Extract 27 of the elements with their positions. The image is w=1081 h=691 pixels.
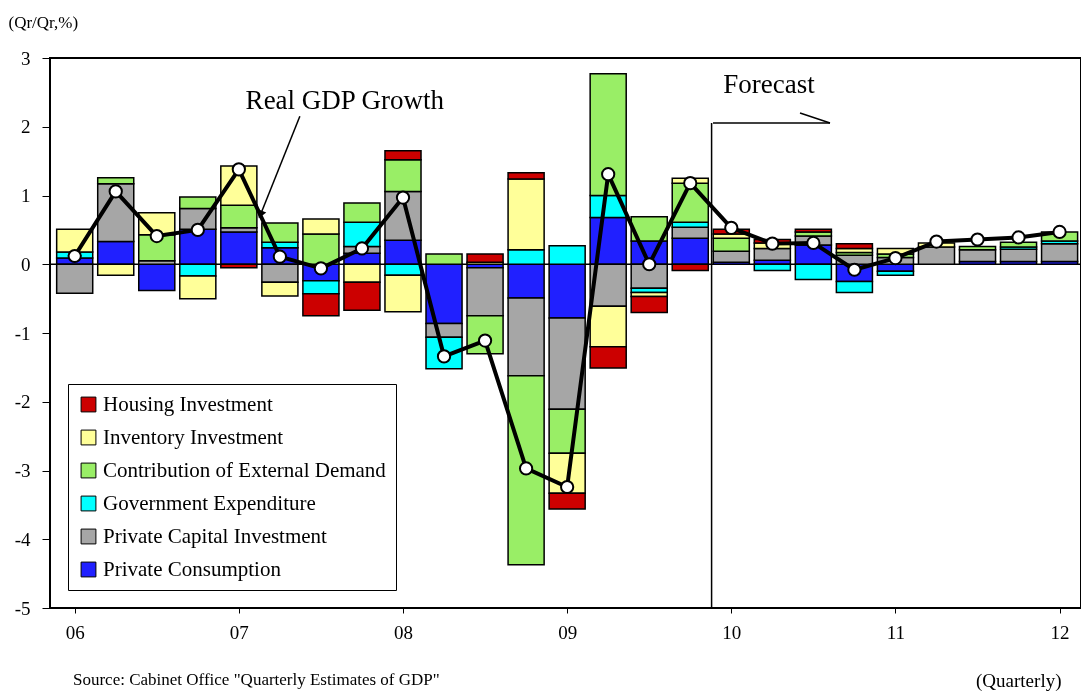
y-tick-label: -5 [14, 597, 31, 619]
x-tick-label: 09 [558, 621, 578, 643]
annotation: Real GDP Growth [245, 85, 445, 116]
y-tick-label: -1 [14, 322, 31, 344]
legend-label: Housing Investment [103, 391, 273, 416]
legend-label: Private Consumption [103, 556, 282, 581]
y-tick-label: 1 [21, 185, 31, 206]
x-tick-label: 06 [65, 621, 85, 643]
y-tick-label: -3 [14, 460, 31, 481]
x-tick-label: 08 [393, 621, 413, 643]
x-axis-title: (Quarterly) [976, 669, 1062, 691]
legend-label: Inventory Investment [103, 424, 284, 449]
legend-label: Contribution of External Demand [103, 457, 387, 482]
y-tick-label: 3 [21, 47, 31, 69]
y-tick-label: -4 [14, 528, 31, 550]
y-tick-label: 0 [21, 253, 31, 275]
legend-label: Government Expenditure [103, 490, 316, 515]
x-tick-label: 07 [229, 621, 249, 643]
legend-label: Private Capital Investment [103, 523, 328, 548]
x-tick-label: 12 [1050, 621, 1070, 643]
y-axis-title: (Qr/Qr,%) [8, 12, 79, 32]
x-tick-label: 11 [886, 621, 906, 643]
source-note: Source: Cabinet Office "Quarterly Estimates of GDP" [73, 670, 440, 689]
y-tick-label: 2 [21, 116, 31, 138]
y-tick-label: -2 [14, 391, 31, 413]
x-tick-label: 10 [722, 621, 742, 643]
ref-line-label: Forecast [723, 69, 816, 99]
